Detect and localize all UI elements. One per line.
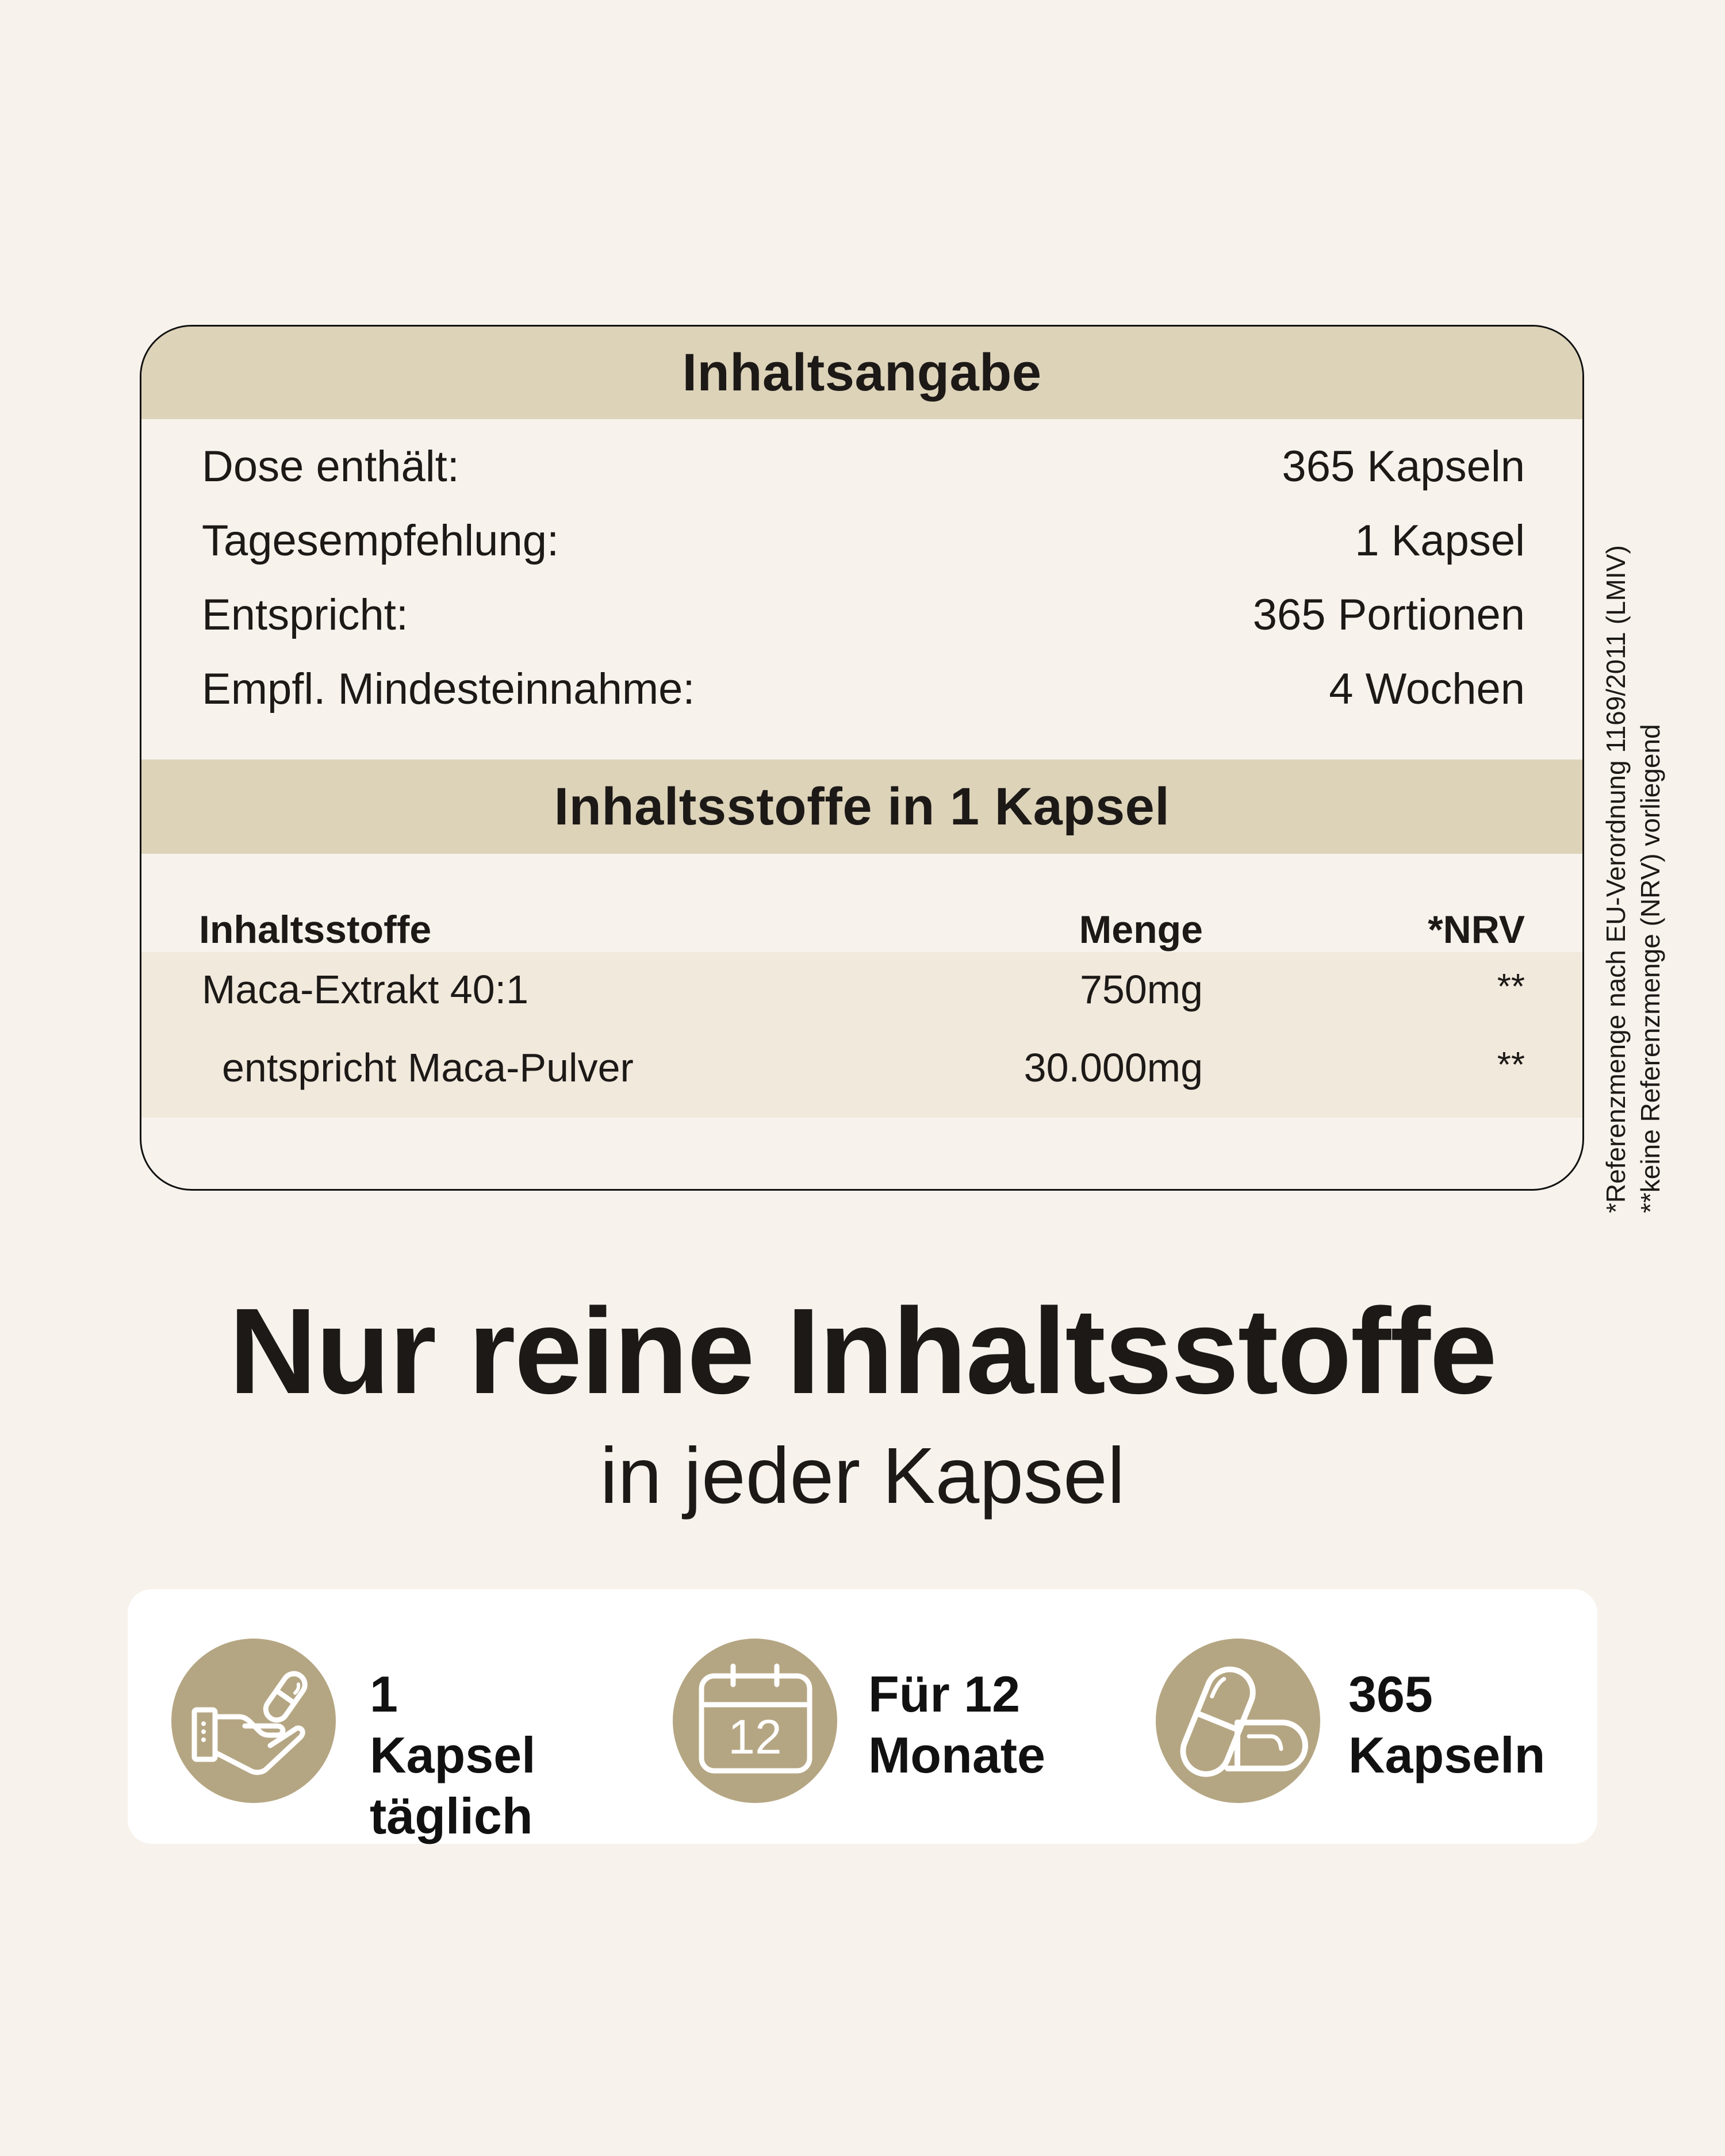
calendar-number: 12 [728, 1710, 781, 1764]
feature-label: Für 12 Monate [868, 1666, 1045, 1783]
summary-label: Entspricht: [202, 590, 409, 639]
ingredient-amount: 750mg [1079, 967, 1203, 1012]
ingredient-name: entspricht Maca-Pulver [222, 1045, 634, 1090]
ingredient-nrv: ** [1497, 967, 1525, 1007]
ingredients-table-header: Inhaltsstoffe Menge *NRV [199, 907, 1525, 953]
summary-value: 1 Kapsel [1355, 516, 1525, 565]
footnotes: *Referenzmenge nach EU-Verordnung 1169/2… [1598, 545, 1667, 1213]
summary-value: 4 Wochen [1329, 665, 1525, 713]
column-header-nrv: *NRV [1428, 908, 1525, 952]
footnote-no-nrv: **keine Referenzmenge (NRV) vorliegend [1635, 724, 1665, 1213]
ingredients-rows-background [141, 952, 1582, 1118]
ingredients-title: Inhaltsstoffe in 1 Kapsel [141, 759, 1582, 854]
footnote-nrv: *Referenzmenge nach EU-Verordnung 1169/2… [1601, 545, 1631, 1213]
calendar-icon: 12 [673, 1639, 837, 1803]
column-header-ingredient: Inhaltsstoffe [199, 908, 432, 952]
column-header-amount: Menge [1079, 908, 1203, 952]
feature-label: 365 Kapseln [1348, 1666, 1546, 1783]
ingredient-amount: 30.000mg [1023, 1045, 1203, 1090]
summary-label: Tagesempfehlung: [202, 516, 559, 565]
summary-row: Dose enthält: 365 Kapseln [202, 442, 1525, 492]
summary-row: Entspricht: 365 Portionen [202, 590, 1525, 640]
summary-value: 365 Portionen [1252, 590, 1525, 639]
feature-label: 1 Kapsel täglich [370, 1666, 536, 1844]
summary-value: 365 Kapseln [1282, 442, 1525, 491]
ingredient-name: Maca-Extrakt 40:1 [202, 967, 528, 1012]
table-row: entspricht Maca-Pulver 30.000mg ** [202, 1045, 1525, 1096]
summary-label: Empfl. Mindesteinnahme: [202, 665, 695, 713]
features-panel: 1 Kapsel täglich 12 Für 12 Monate [128, 1589, 1597, 1844]
summary-label: Dose enthält: [202, 442, 459, 491]
nutrition-card: Inhaltsangabe Dose enthält: 365 Kapseln … [140, 325, 1584, 1191]
capsules-icon [1156, 1639, 1320, 1803]
table-row: Maca-Extrakt 40:1 750mg ** [202, 966, 1525, 1018]
subheadline: in jeder Kapsel [600, 1432, 1125, 1520]
ingredient-nrv: ** [1497, 1045, 1525, 1085]
summary-title: Inhaltsangabe [141, 327, 1582, 419]
headline: Nur reine Inhaltsstoffe [229, 1283, 1497, 1419]
summary-row: Empfl. Mindesteinnahme: 4 Wochen [202, 664, 1525, 714]
hand-capsule-icon [171, 1639, 336, 1803]
summary-row: Tagesempfehlung: 1 Kapsel [202, 516, 1525, 566]
